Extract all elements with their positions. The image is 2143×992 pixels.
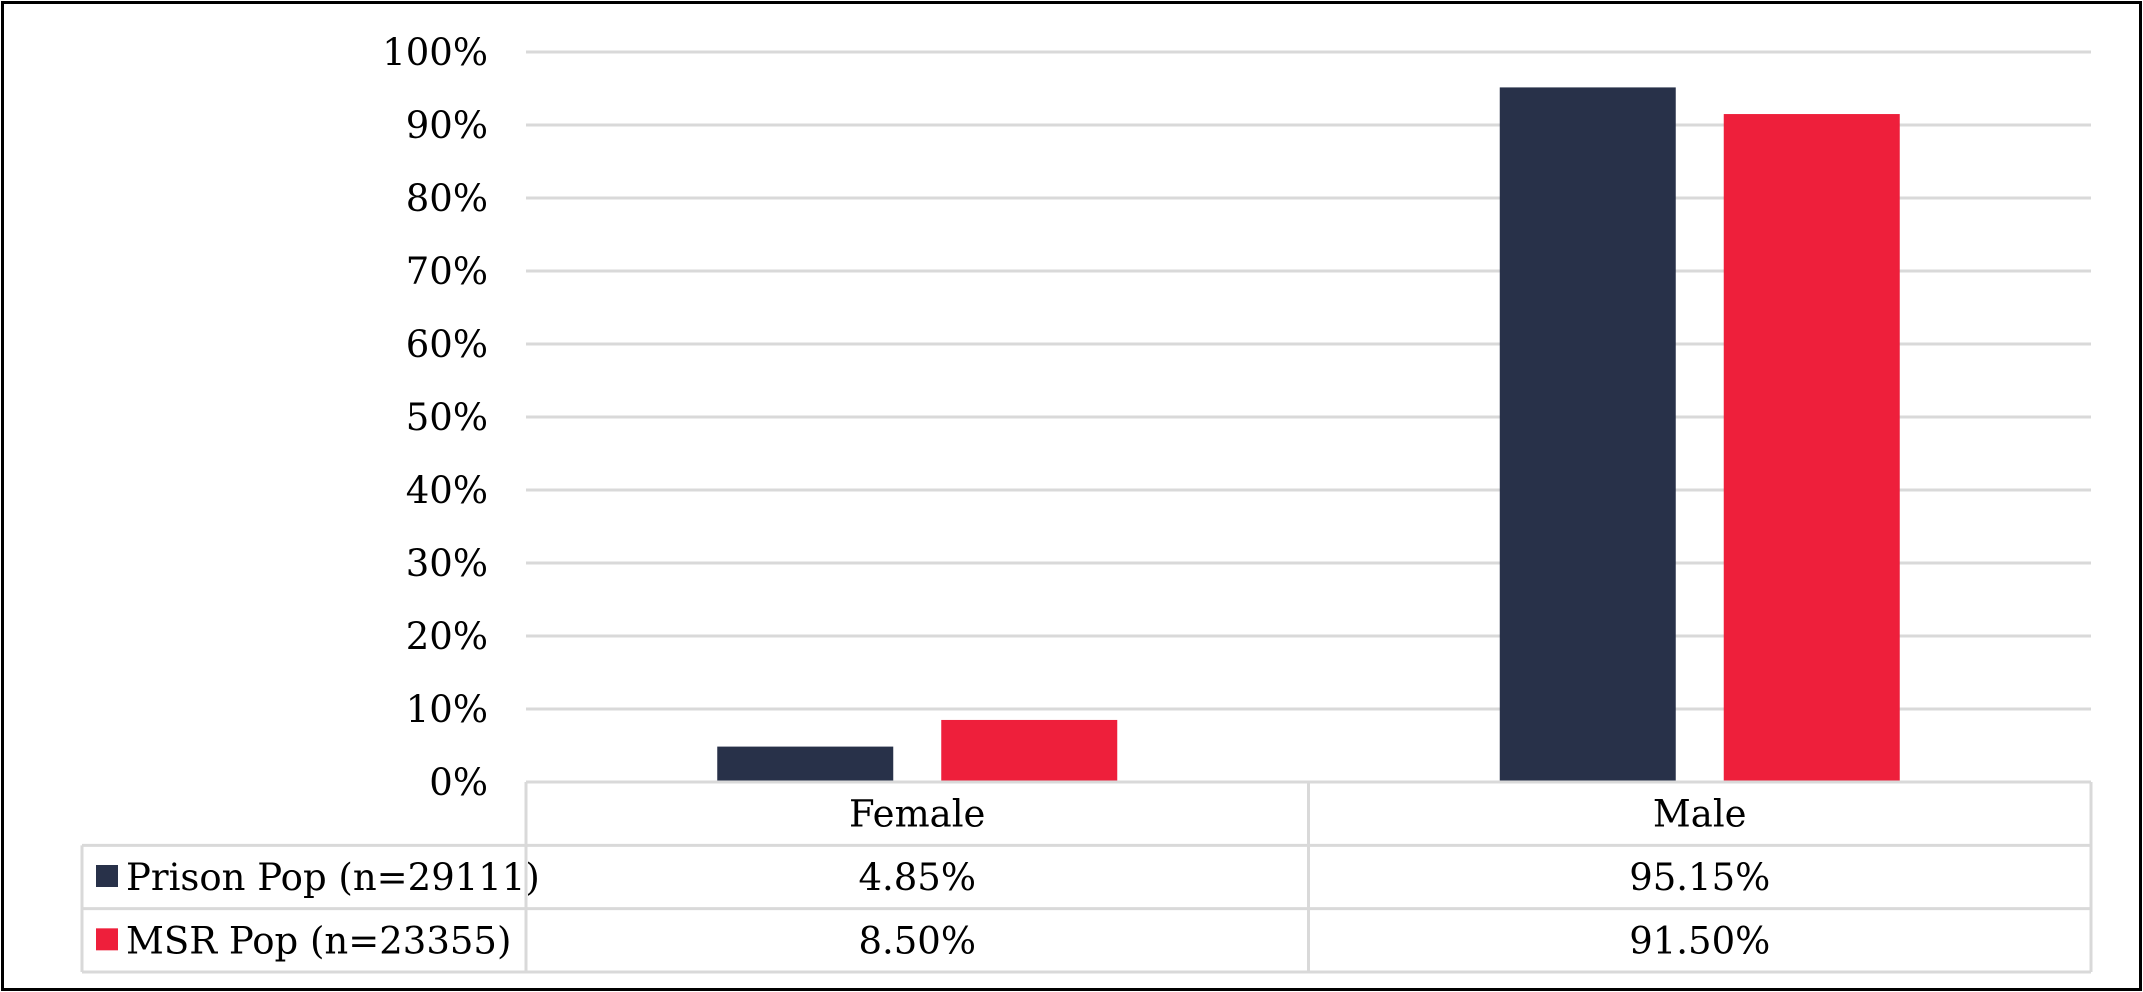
legend-swatch	[96, 865, 118, 887]
y-tick-label: 10%	[406, 688, 488, 731]
bar	[1723, 114, 1900, 783]
data-label: 4.85%	[858, 856, 976, 899]
legend-series-name: Prison Pop (n=29111)	[126, 856, 540, 899]
bar	[1499, 87, 1676, 782]
data-label: 91.50%	[1629, 919, 1770, 962]
y-tick-label: 40%	[406, 469, 488, 512]
y-tick-label: 80%	[406, 177, 488, 220]
bar-chart: 0% 10% 20% 30% 40% 50% 60% 70% 80% 90% 100% Female…	[80, 31, 2093, 974]
y-tick-label: 90%	[406, 104, 488, 147]
bar	[941, 719, 1118, 782]
category-label: Female	[849, 793, 985, 836]
y-tick-label: 20%	[406, 615, 488, 658]
y-axis-ticks: 0% 10% 20% 30% 40% 50% 60% 70% 80% 90% 100%	[382, 31, 488, 804]
data-label: 8.50%	[858, 919, 976, 962]
y-tick-label: 60%	[406, 323, 488, 366]
category-label: Male	[1653, 793, 1747, 836]
y-tick-label: 30%	[406, 542, 488, 585]
bars	[717, 87, 1900, 783]
gridlines	[526, 50, 2091, 711]
legend-series-name: MSR Pop (n=23355)	[126, 919, 511, 962]
data-table: Female Male Prison Pop (n=29111) 4.85% 95.15…	[80, 780, 2093, 974]
y-tick-label: 50%	[406, 396, 488, 439]
y-tick-label: 0%	[429, 761, 488, 804]
data-label: 95.15%	[1629, 856, 1770, 899]
y-tick-label: 100%	[382, 31, 488, 74]
legend-swatch	[96, 928, 118, 951]
bar	[717, 746, 894, 782]
y-tick-label: 70%	[406, 250, 488, 293]
